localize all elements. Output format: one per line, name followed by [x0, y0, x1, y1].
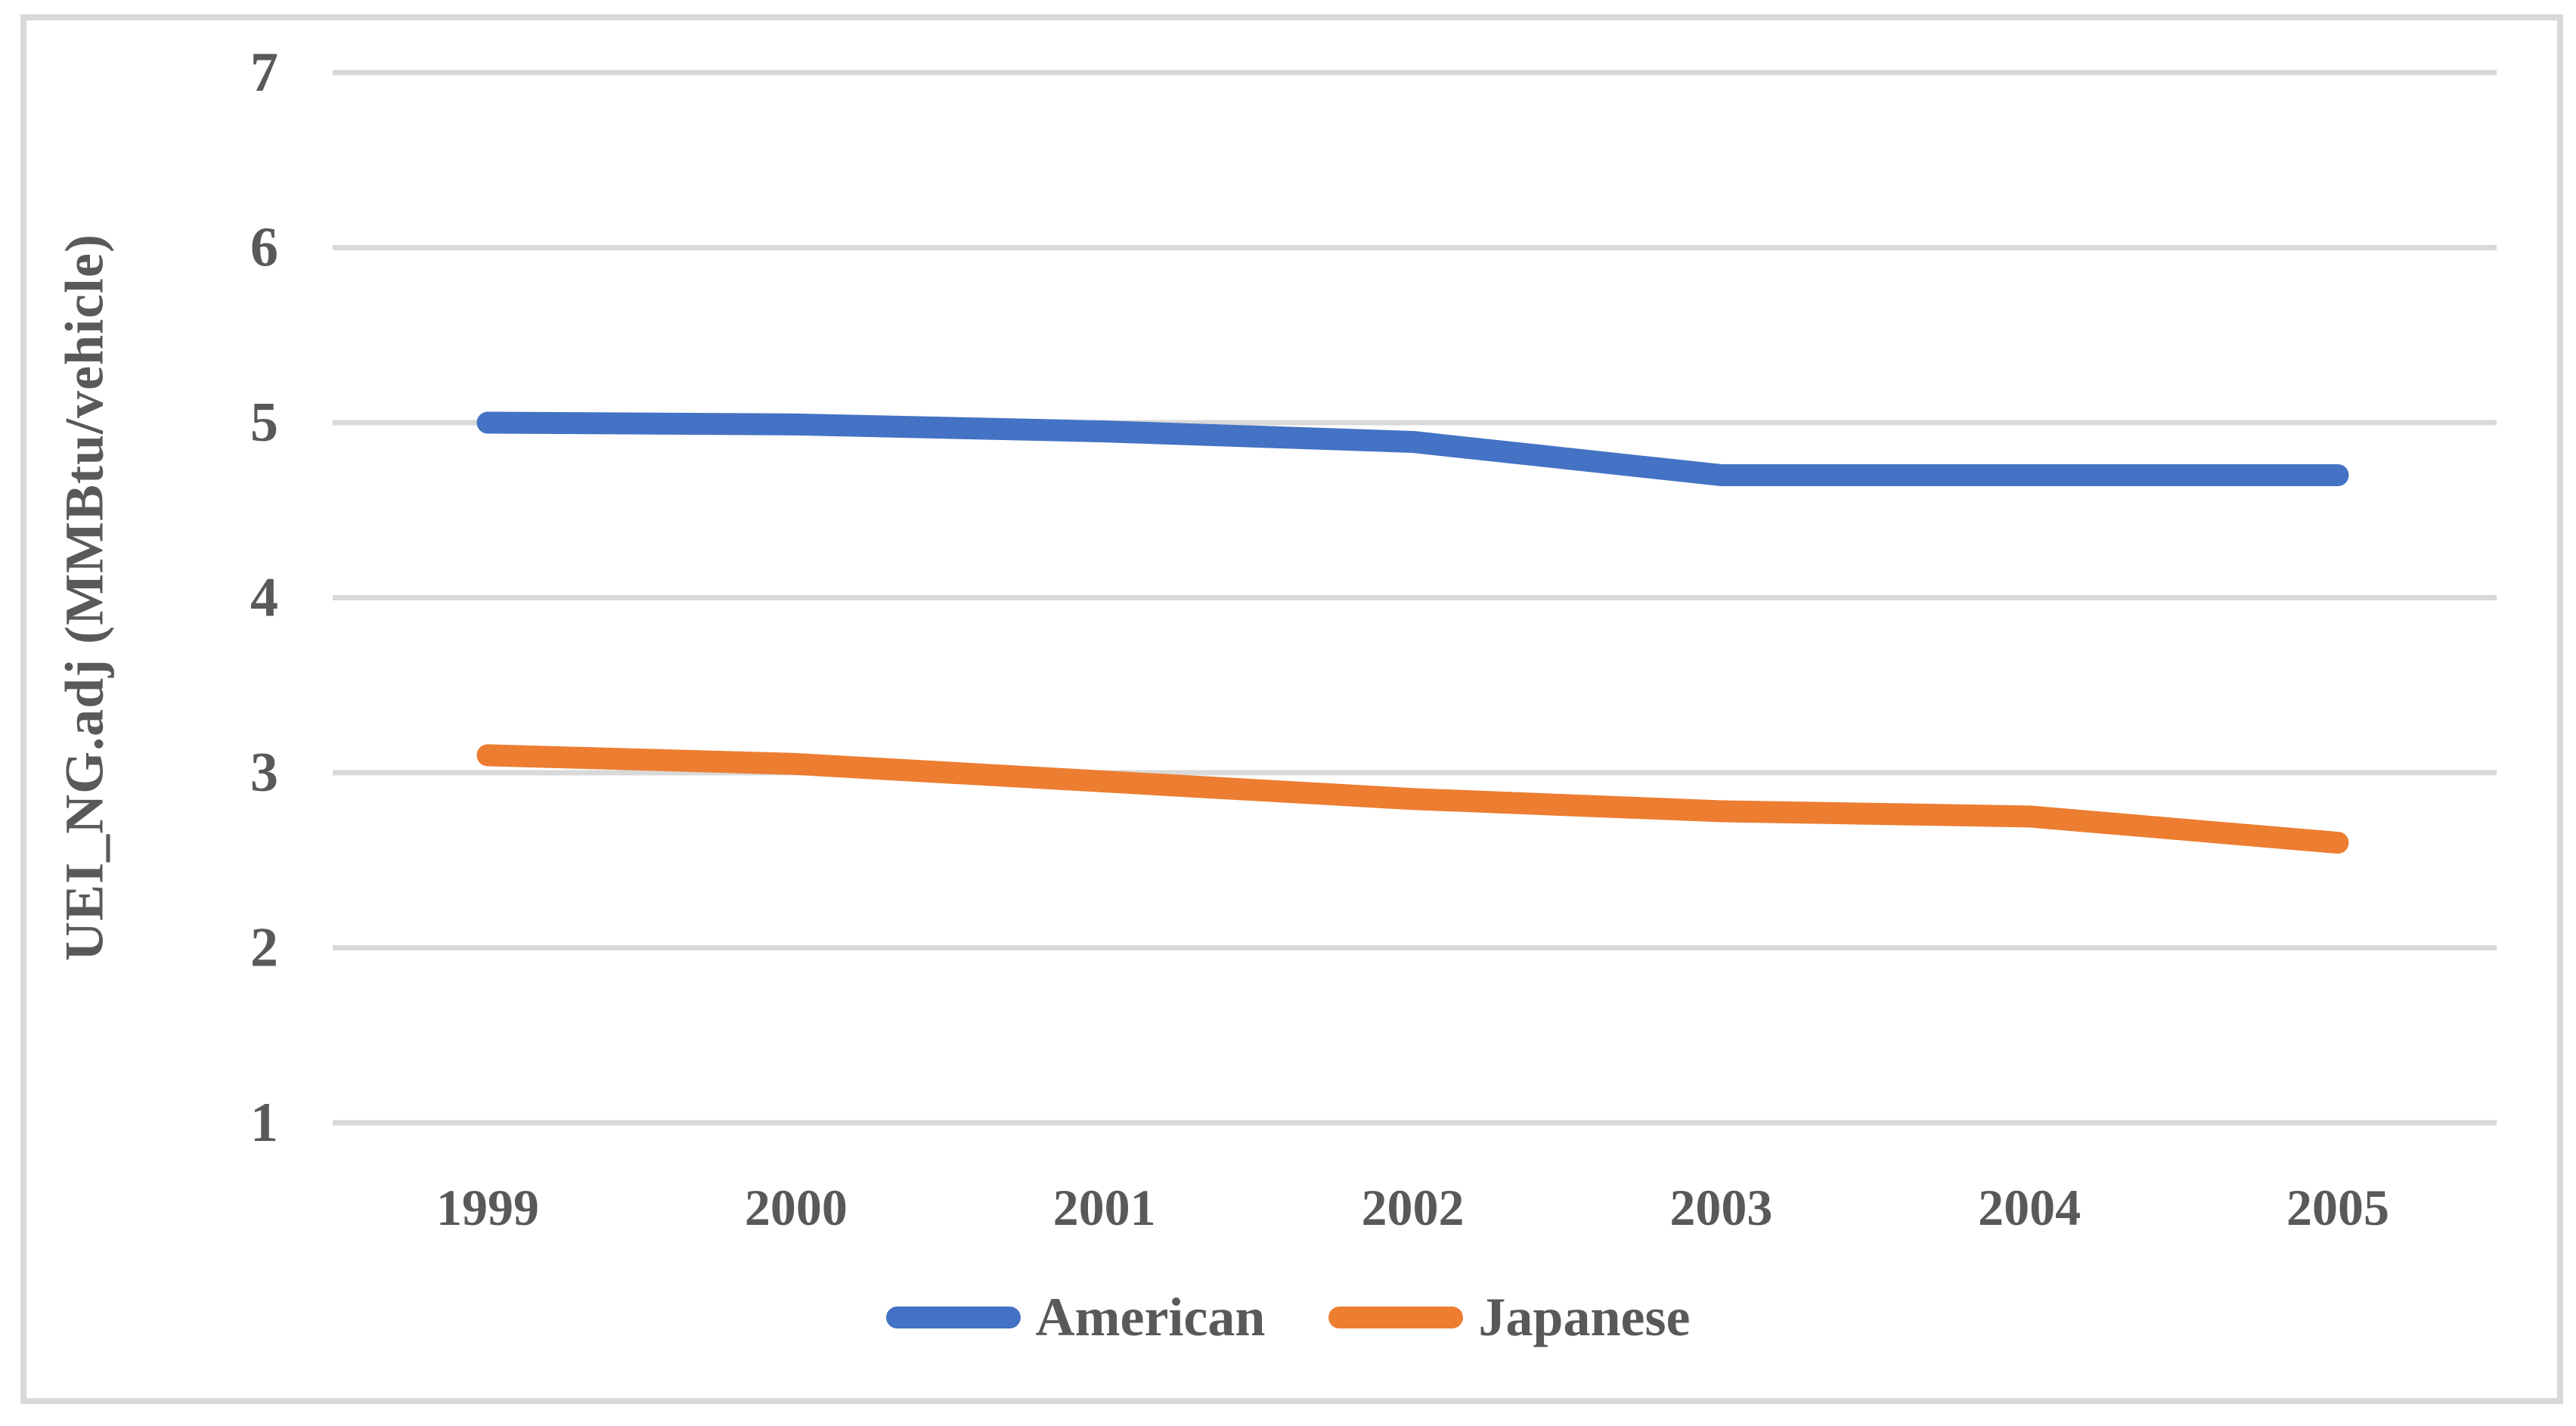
y-axis-tick-labels: 7 6 5 4 3 2 1 [250, 42, 278, 1154]
x-axis-tick-label: 2000 [745, 1179, 848, 1236]
gridlines [333, 70, 2497, 1126]
legend-swatch-american [885, 1306, 1021, 1328]
x-axis-tick-label: 2002 [1362, 1179, 1465, 1236]
japanese-series-line [476, 744, 2349, 854]
series-lines [476, 411, 2349, 854]
y-axis-tick-label: 6 [250, 217, 278, 279]
american-series-line [476, 411, 2349, 486]
y-axis-tick-label: 4 [250, 567, 278, 629]
y-axis-tick-label: 3 [250, 742, 278, 804]
y-axis-tick-label: 5 [250, 392, 278, 454]
legend: American Japanese [0, 1279, 2576, 1355]
x-axis-tick-label: 2001 [1053, 1179, 1156, 1236]
legend-item-japanese: Japanese [1328, 1290, 1690, 1344]
legend-item-american: American [885, 1287, 1266, 1347]
legend-label-american: American [1035, 1287, 1266, 1347]
y-axis-tick-label: 7 [250, 42, 278, 104]
chart-border [20, 14, 2563, 1404]
x-axis-tick-label: 2005 [2286, 1179, 2389, 1236]
x-axis-tick-label: 1999 [436, 1179, 539, 1236]
y-axis-tick-label: 2 [250, 917, 278, 979]
y-axis-title: UEI_NG.adj (MMBtu/vehicle) [54, 234, 115, 961]
legend-label-japanese: Japanese [1478, 1287, 1691, 1347]
y-axis-tick-label: 1 [250, 1092, 278, 1154]
x-axis-tick-label: 2004 [1978, 1179, 2081, 1236]
legend-swatch-japanese [1328, 1306, 1464, 1328]
x-axis-tick-label: 2003 [1669, 1179, 1772, 1236]
x-axis-tick-labels: 1999 2000 2001 2002 2003 2004 2005 [436, 1179, 2389, 1236]
